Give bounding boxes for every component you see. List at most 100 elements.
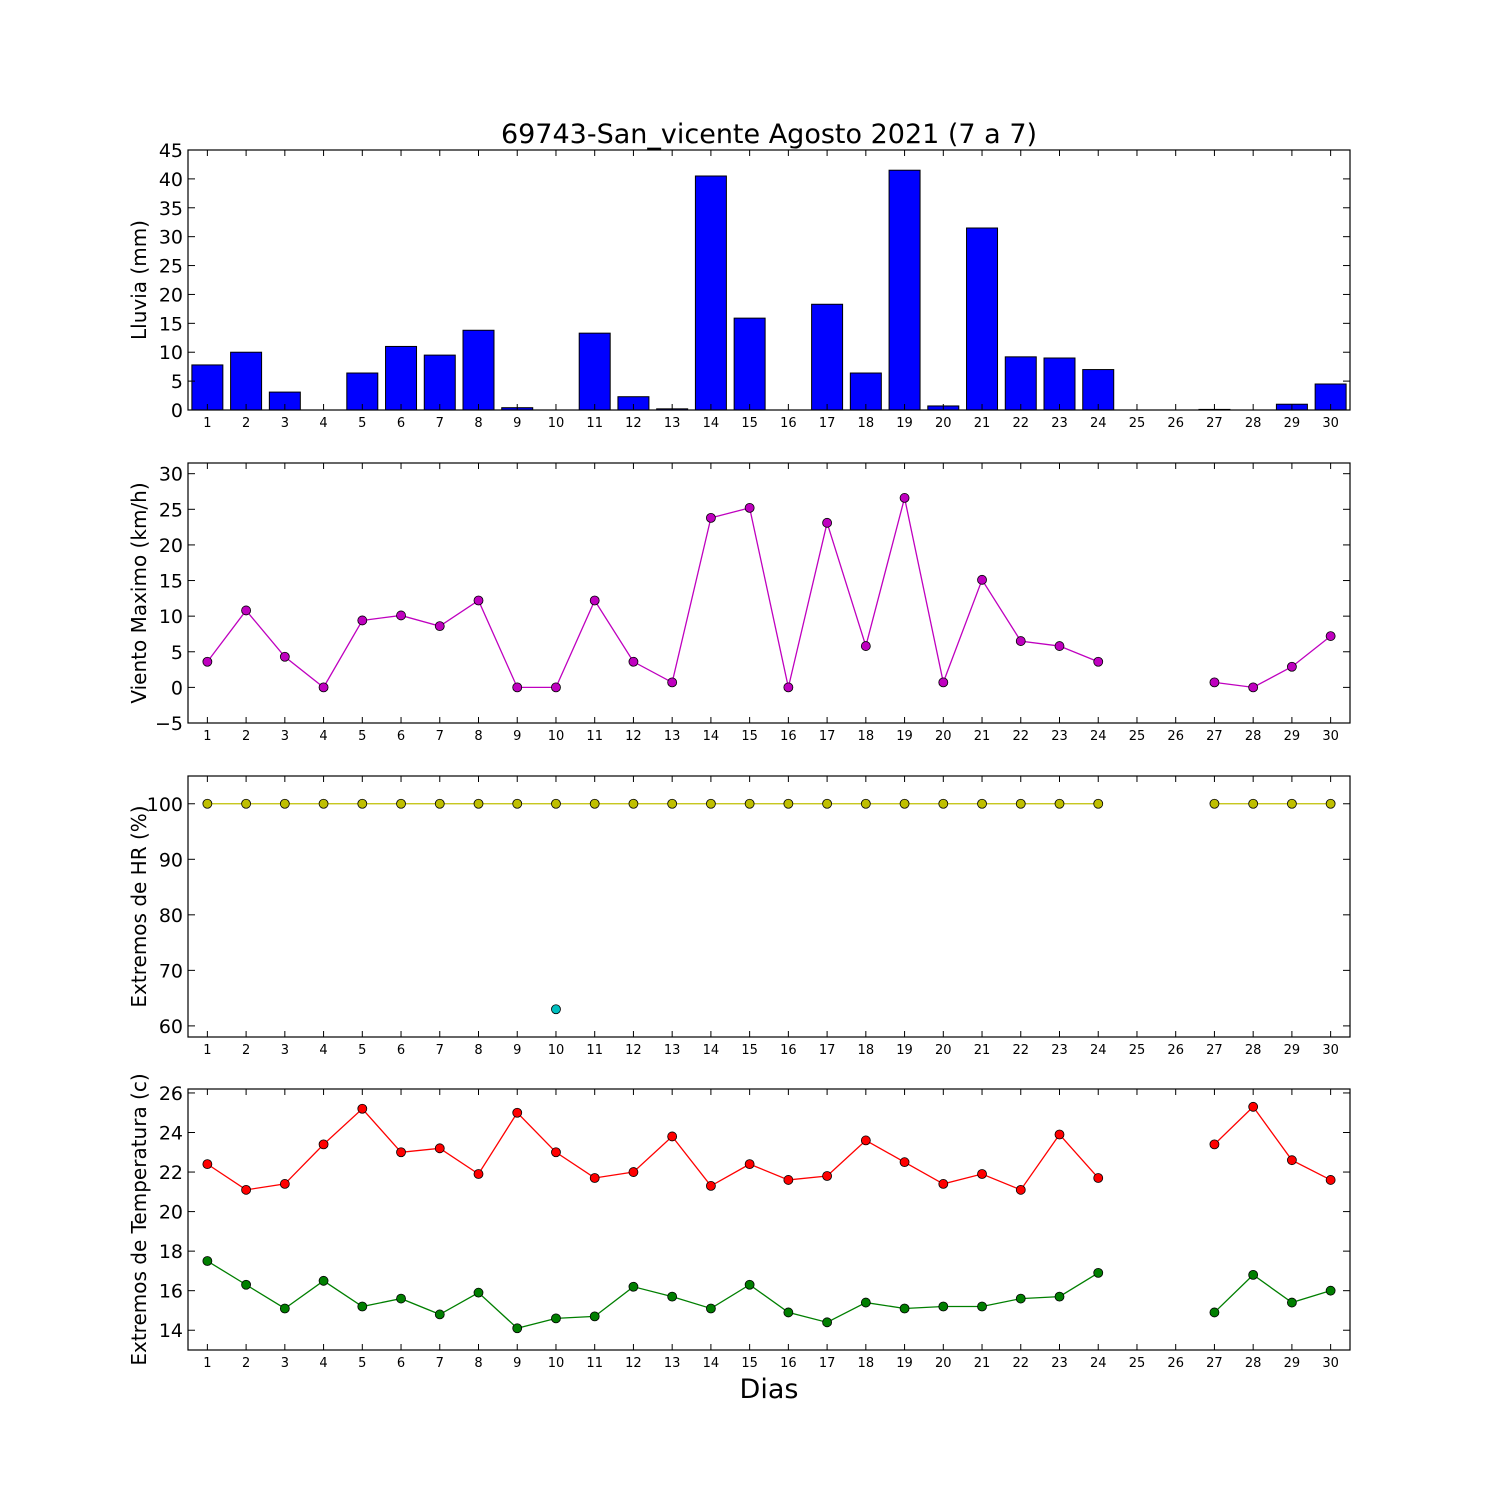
x-tick-label: 17 bbox=[819, 416, 836, 431]
point-series-1-day-11 bbox=[589, 798, 600, 809]
x-tick-label: 5 bbox=[358, 1043, 366, 1058]
point-series-1-day-7 bbox=[434, 621, 445, 632]
point-series-2-day-24 bbox=[1093, 1267, 1104, 1278]
x-tick-label: 9 bbox=[513, 729, 521, 744]
x-tick-label: 18 bbox=[858, 1043, 875, 1058]
x-tick-label: 19 bbox=[896, 1043, 913, 1058]
point-series-1-day-23 bbox=[1054, 641, 1065, 651]
x-tick-label: 15 bbox=[741, 729, 758, 744]
series-1-line bbox=[1214, 635, 1332, 689]
point-series-1-day-16 bbox=[783, 1175, 794, 1185]
point-series-1-day-14 bbox=[706, 798, 716, 809]
x-tick-label: 27 bbox=[1206, 1043, 1223, 1058]
point-series-1-day-9 bbox=[512, 798, 523, 809]
x-tick-label: 6 bbox=[397, 729, 405, 744]
point-series-1-day-8 bbox=[473, 798, 484, 809]
y-tick-label: 20 bbox=[159, 284, 183, 306]
x-tick-label: 5 bbox=[358, 729, 366, 744]
y-tick-label: 26 bbox=[159, 1083, 183, 1105]
y-tick-label: 45 bbox=[159, 140, 183, 162]
y-tick-label: 24 bbox=[159, 1123, 183, 1145]
point-series-1-day-1 bbox=[202, 1159, 213, 1170]
x-tick-label: 15 bbox=[741, 1043, 758, 1058]
x-tick-label: 29 bbox=[1284, 1356, 1301, 1371]
point-series-1-day-24 bbox=[1093, 656, 1104, 667]
bar-day-21 bbox=[966, 227, 999, 411]
point-series-1-day-21 bbox=[977, 1169, 987, 1179]
figure-title: 69743-San_vicente Agosto 2021 (7 a 7) bbox=[501, 119, 1037, 150]
x-tick-label: 12 bbox=[625, 1356, 642, 1371]
point-series-2-day-15 bbox=[744, 1279, 755, 1290]
y-tick-label: 60 bbox=[159, 1016, 183, 1038]
bar-day-5 bbox=[346, 372, 379, 411]
x-tick-label: 5 bbox=[358, 1356, 366, 1371]
point-series-2-day-27 bbox=[1209, 1307, 1220, 1318]
x-tick-label: 18 bbox=[858, 416, 875, 431]
point-series-1-day-10 bbox=[551, 682, 561, 693]
x-tick-label: 18 bbox=[858, 1356, 875, 1371]
x-tick-label: 21 bbox=[974, 416, 991, 431]
point-series-1-day-12 bbox=[628, 1167, 639, 1177]
x-tick-label: 9 bbox=[513, 1043, 521, 1058]
x-tick-label: 22 bbox=[1012, 729, 1029, 744]
point-series-1-day-23 bbox=[1054, 1129, 1065, 1140]
point-series-2-day-3 bbox=[279, 1303, 290, 1314]
x-tick-label: 30 bbox=[1322, 1043, 1339, 1058]
point-series-1-day-15 bbox=[744, 1159, 755, 1170]
x-tick-label: 2 bbox=[242, 1043, 250, 1058]
point-series-2-day-10 bbox=[551, 1004, 561, 1015]
x-tick-label: 28 bbox=[1245, 416, 1262, 431]
point-series-1-day-7 bbox=[434, 1143, 445, 1154]
x-tick-label: 25 bbox=[1129, 1043, 1146, 1058]
y-tick-label: 15 bbox=[159, 313, 183, 335]
x-tick-label: 12 bbox=[625, 1043, 642, 1058]
point-series-2-day-2 bbox=[241, 1279, 252, 1290]
x-tick-label: 1 bbox=[203, 416, 211, 431]
x-tick-label: 6 bbox=[397, 416, 405, 431]
x-tick-label: 1 bbox=[203, 729, 211, 744]
bar-day-30 bbox=[1314, 383, 1347, 411]
y-tick-label: 16 bbox=[159, 1281, 183, 1303]
y-tick-label: 80 bbox=[159, 905, 183, 927]
point-series-1-day-3 bbox=[279, 651, 290, 662]
y-tick-label: 20 bbox=[159, 535, 183, 557]
point-series-1-day-2 bbox=[241, 798, 252, 809]
x-tick-label: 19 bbox=[896, 1356, 913, 1371]
x-tick-label: 17 bbox=[819, 729, 836, 744]
y-tick-label: 25 bbox=[159, 499, 183, 521]
x-tick-label: 23 bbox=[1051, 1356, 1068, 1371]
point-series-1-day-14 bbox=[706, 1180, 716, 1191]
x-tick-label: 29 bbox=[1284, 416, 1301, 431]
point-series-1-day-12 bbox=[628, 798, 639, 809]
bar-day-19 bbox=[888, 169, 921, 411]
point-series-1-day-23 bbox=[1054, 798, 1065, 809]
point-series-1-day-8 bbox=[473, 1169, 484, 1179]
x-tick-label: 9 bbox=[513, 416, 521, 431]
y-tick-label: 30 bbox=[159, 227, 183, 249]
series-2-line bbox=[1213, 1274, 1331, 1313]
point-series-1-day-21 bbox=[977, 574, 987, 585]
point-series-1-day-17 bbox=[822, 517, 832, 528]
point-series-1-day-28 bbox=[1248, 798, 1259, 809]
y-tick-label: −5 bbox=[155, 713, 183, 735]
point-series-1-day-12 bbox=[628, 656, 639, 667]
y-tick-label: 14 bbox=[159, 1320, 183, 1342]
point-series-1-day-10 bbox=[551, 1147, 561, 1158]
x-tick-label: 16 bbox=[780, 416, 797, 431]
axes-frame bbox=[187, 149, 1351, 411]
x-tick-label: 8 bbox=[474, 729, 482, 744]
point-series-1-day-5 bbox=[357, 615, 368, 626]
point-series-1-day-24 bbox=[1093, 798, 1104, 809]
bar-day-11 bbox=[578, 332, 611, 411]
bar-day-1 bbox=[191, 364, 224, 411]
point-series-2-day-28 bbox=[1248, 1269, 1259, 1280]
axes-frame bbox=[187, 775, 1351, 1038]
point-series-2-day-9 bbox=[512, 1323, 523, 1334]
y-tick-label: 90 bbox=[159, 849, 183, 871]
point-series-1-day-9 bbox=[512, 682, 523, 693]
y-tick-label: 40 bbox=[159, 169, 183, 191]
point-series-1-day-22 bbox=[1015, 798, 1026, 809]
x-tick-label: 22 bbox=[1012, 1356, 1029, 1371]
